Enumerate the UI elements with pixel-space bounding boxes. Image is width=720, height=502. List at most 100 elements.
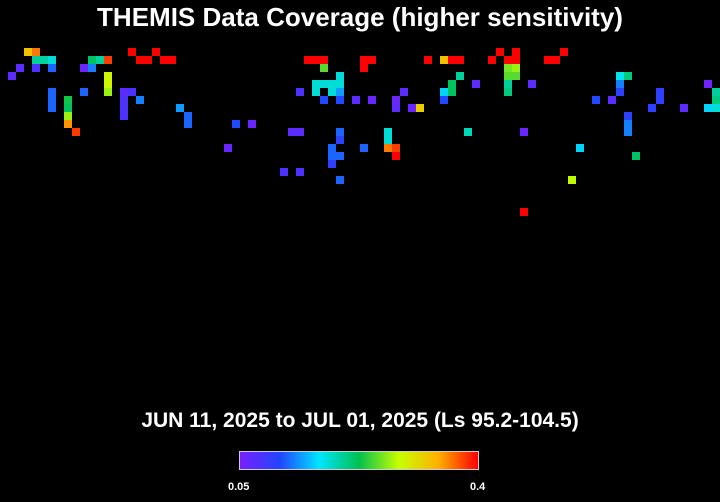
coverage-cell	[400, 88, 408, 96]
coverage-cell	[368, 56, 376, 64]
coverage-cell	[336, 176, 344, 184]
coverage-cell	[152, 48, 160, 56]
coverage-cell	[712, 88, 720, 96]
colorbar-max-label: 0.4	[470, 481, 486, 493]
coverage-cell	[136, 56, 144, 64]
coverage-cell	[64, 120, 72, 128]
coverage-cell	[8, 72, 16, 80]
coverage-cell	[648, 104, 656, 112]
coverage-cell	[504, 80, 512, 88]
coverage-cell	[472, 80, 480, 88]
coverage-cell	[568, 176, 576, 184]
coverage-cell	[64, 104, 72, 112]
colorbar	[239, 451, 479, 470]
coverage-cell	[624, 120, 632, 128]
coverage-cell	[328, 144, 336, 152]
coverage-cell	[632, 152, 640, 160]
coverage-cell	[624, 112, 632, 120]
coverage-cell	[456, 72, 464, 80]
coverage-cell	[448, 56, 456, 64]
coverage-cell	[168, 56, 176, 64]
coverage-cell	[32, 56, 40, 64]
coverage-cell	[336, 88, 344, 96]
coverage-cell	[48, 88, 56, 96]
coverage-cell	[136, 96, 144, 104]
coverage-cell	[64, 96, 72, 104]
coverage-plot	[8, 48, 720, 216]
coverage-cell	[392, 144, 400, 152]
coverage-cell	[336, 96, 344, 104]
coverage-cell	[328, 88, 336, 96]
coverage-cell	[360, 64, 368, 72]
coverage-cell	[128, 48, 136, 56]
coverage-cell	[368, 96, 376, 104]
coverage-cell	[504, 72, 512, 80]
coverage-cell	[320, 80, 328, 88]
coverage-cell	[16, 64, 24, 72]
coverage-cell	[224, 144, 232, 152]
coverage-cell	[392, 104, 400, 112]
coverage-cell	[80, 64, 88, 72]
coverage-cell	[72, 128, 80, 136]
coverage-cell	[296, 168, 304, 176]
coverage-cell	[24, 48, 32, 56]
coverage-cell	[504, 56, 512, 64]
coverage-cell	[40, 56, 48, 64]
coverage-cell	[104, 80, 112, 88]
coverage-cell	[520, 128, 528, 136]
coverage-cell	[320, 56, 328, 64]
coverage-cell	[520, 208, 528, 216]
coverage-cell	[48, 104, 56, 112]
coverage-cell	[96, 56, 104, 64]
chart-title: THEMIS Data Coverage (higher sensitivity…	[97, 2, 623, 32]
coverage-cell	[712, 96, 720, 104]
coverage-cell	[328, 80, 336, 88]
coverage-cell	[496, 48, 504, 56]
coverage-cell	[504, 88, 512, 96]
coverage-cell	[624, 72, 632, 80]
coverage-cell	[416, 104, 424, 112]
coverage-cell	[296, 88, 304, 96]
coverage-cell	[120, 112, 128, 120]
coverage-cell	[392, 96, 400, 104]
coverage-cell	[88, 56, 96, 64]
coverage-cell	[48, 56, 56, 64]
coverage-cell	[176, 104, 184, 112]
coverage-cell	[504, 64, 512, 72]
coverage-cell	[48, 64, 56, 72]
coverage-cell	[608, 96, 616, 104]
coverage-cell	[336, 80, 344, 88]
coverage-cell	[328, 152, 336, 160]
coverage-cell	[592, 96, 600, 104]
coverage-cell	[32, 48, 40, 56]
coverage-cell	[704, 80, 712, 88]
coverage-cell	[352, 96, 360, 104]
coverage-cell	[544, 56, 552, 64]
coverage-cell	[528, 80, 536, 88]
coverage-cell	[88, 64, 96, 72]
coverage-cell	[64, 112, 72, 120]
coverage-cell	[488, 56, 496, 64]
coverage-cell	[120, 104, 128, 112]
coverage-cell	[336, 72, 344, 80]
coverage-cell	[360, 144, 368, 152]
coverage-cell	[128, 88, 136, 96]
coverage-cell	[512, 48, 520, 56]
coverage-cell	[384, 128, 392, 136]
coverage-cell	[312, 56, 320, 64]
coverage-cell	[712, 104, 720, 112]
coverage-cell	[360, 56, 368, 64]
coverage-cell	[552, 56, 560, 64]
coverage-cell	[384, 144, 392, 152]
coverage-cell	[184, 120, 192, 128]
coverage-cell	[336, 136, 344, 144]
coverage-cell	[120, 88, 128, 96]
coverage-cell	[448, 80, 456, 88]
coverage-cell	[328, 160, 336, 168]
coverage-cell	[616, 72, 624, 80]
coverage-cell	[184, 112, 192, 120]
coverage-cell	[312, 80, 320, 88]
coverage-cell	[48, 96, 56, 104]
coverage-cell	[624, 128, 632, 136]
coverage-cell	[704, 104, 712, 112]
